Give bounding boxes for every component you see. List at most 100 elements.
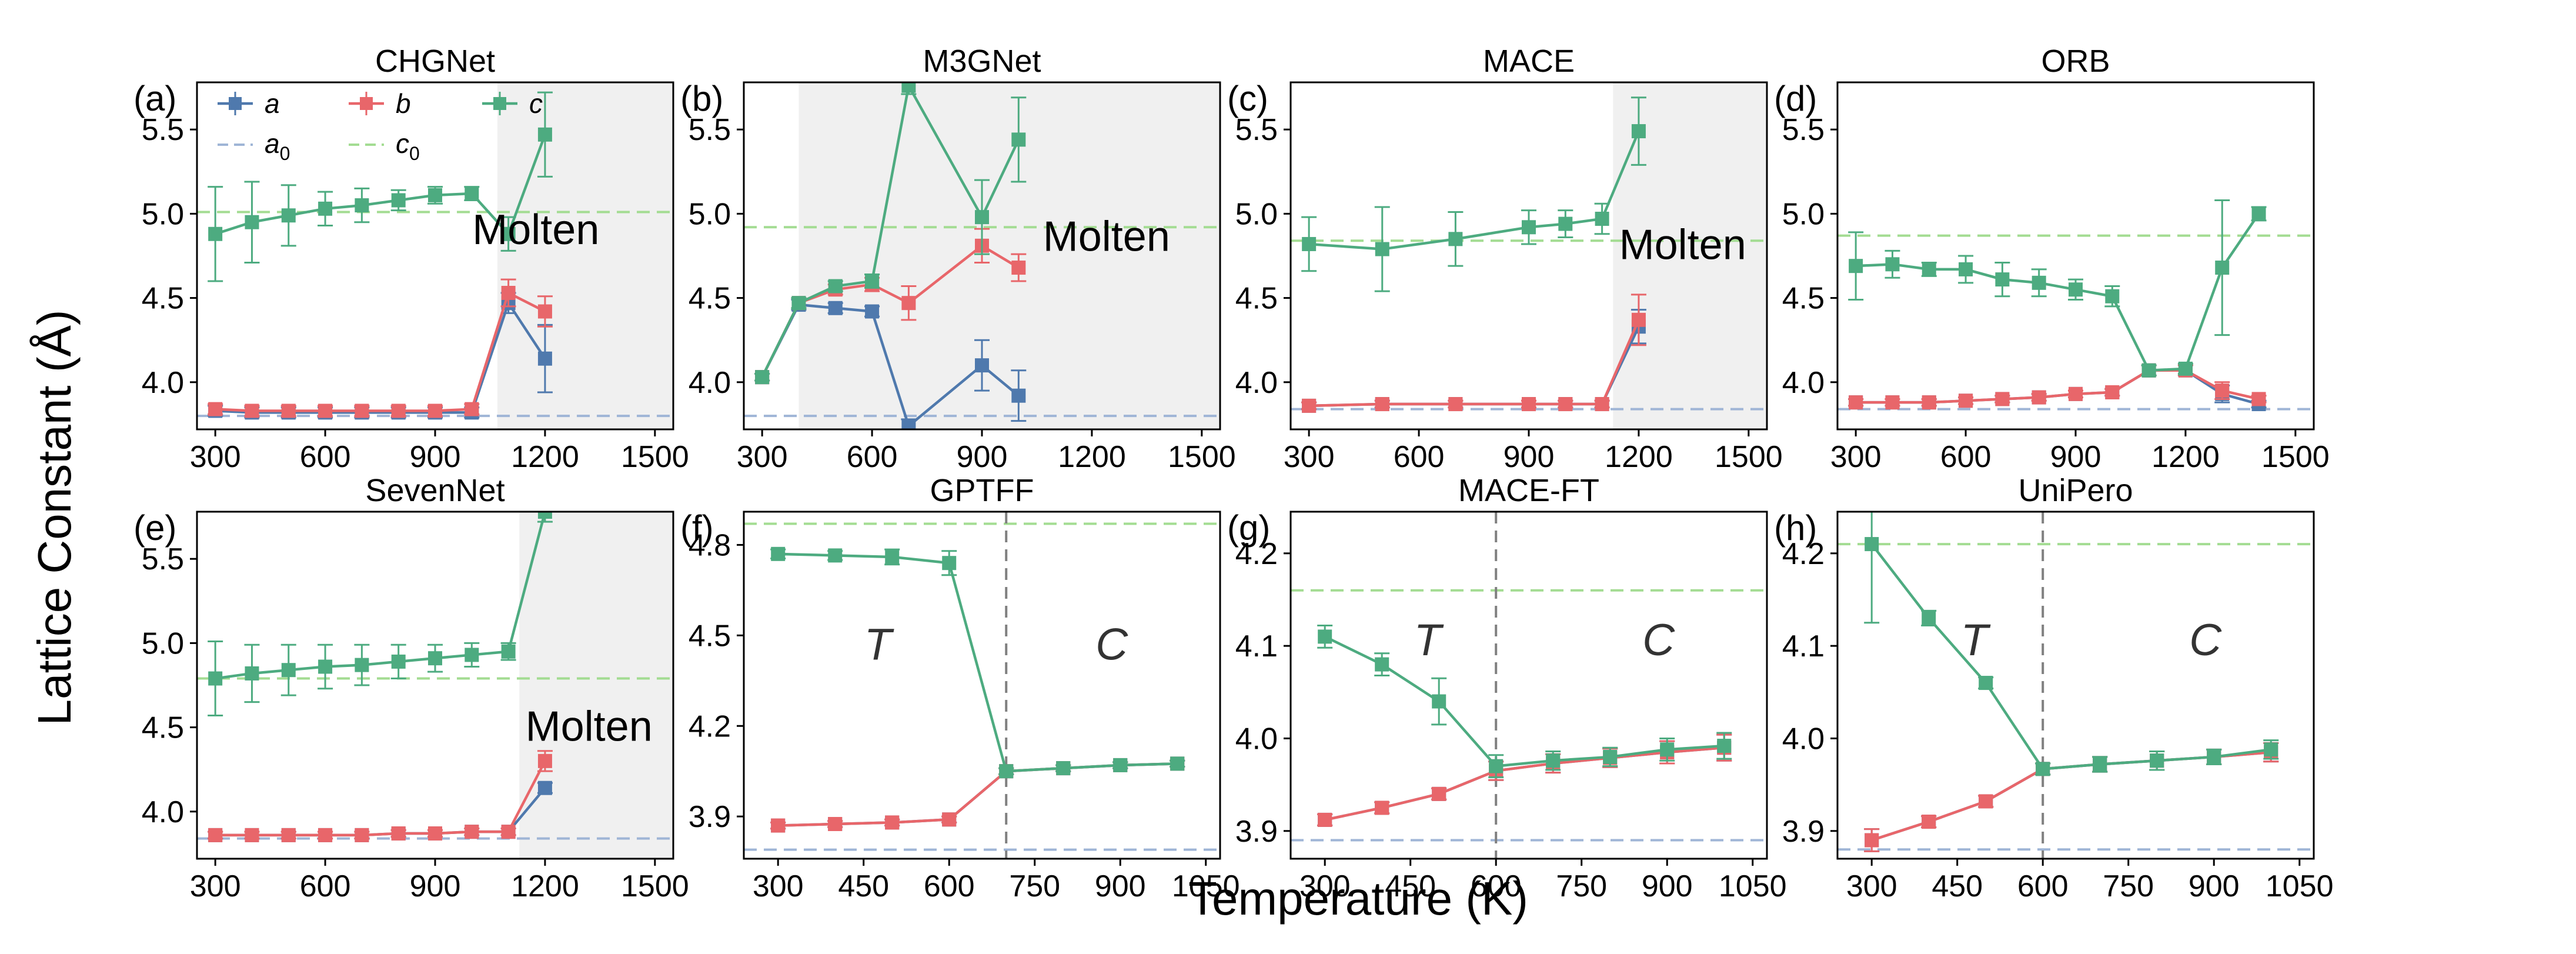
x-tick-label: 1200 (511, 440, 579, 474)
x-tick-label: 900 (1642, 869, 1693, 903)
plot-frame (1836, 511, 2315, 860)
molten-label: Molten (526, 703, 653, 750)
x-tick-label: 300 (737, 440, 788, 474)
panel-letter: (a) (133, 79, 176, 118)
data-point-b (465, 402, 479, 416)
data-point-c (1448, 232, 1463, 246)
plot-frame (1289, 511, 1768, 860)
data-point-c (828, 279, 843, 293)
data-point-c (2207, 749, 2221, 764)
series-group (208, 512, 553, 842)
data-point-c (391, 654, 406, 669)
data-point-b (942, 812, 957, 827)
data-point-c (1011, 132, 1026, 147)
x-tick-label: 450 (838, 869, 889, 903)
data-point-b (1011, 261, 1026, 275)
data-point-b (2032, 390, 2046, 405)
x-tick-label: 600 (300, 440, 351, 474)
panel-title: GPTFF (930, 473, 1034, 508)
data-point-b (828, 817, 843, 831)
x-tick-label: 600 (1940, 440, 1992, 474)
data-point-b (2215, 383, 2230, 398)
series-line-b (215, 291, 546, 412)
phase-label-tetragonal: T (1414, 615, 1444, 665)
y-tick-label: 5.0 (1782, 197, 1825, 231)
molten-label: Molten (1619, 222, 1746, 269)
y-tick-label: 4.0 (689, 366, 731, 400)
data-point-c (1595, 211, 1609, 226)
data-point-c (1717, 739, 1732, 753)
series-line-a (1309, 326, 1640, 408)
data-point-c (2141, 363, 2156, 378)
y-tick-label: 4.5 (142, 282, 184, 316)
data-point-b (1375, 397, 1389, 412)
x-tick-label: 300 (1846, 869, 1897, 903)
x-tick-label: 900 (1503, 440, 1555, 474)
y-tick-label: 5.5 (689, 113, 731, 147)
molten-label: Molten (1043, 213, 1170, 260)
series-line-b (1309, 319, 1640, 408)
legend: a b ca0 c0 (218, 88, 543, 164)
x-tick-label: 1200 (511, 869, 579, 903)
x-tick-label: 600 (1394, 440, 1445, 474)
data-point-b (391, 403, 406, 418)
data-point-b (1922, 395, 1936, 410)
series-group (208, 91, 553, 420)
y-tick-label: 4.0 (1235, 366, 1278, 400)
x-tick-label: 600 (847, 440, 898, 474)
data-point-b (1375, 800, 1389, 815)
y-tick-label: 5.5 (142, 113, 184, 147)
data-point-c (2069, 282, 2083, 297)
data-point-c (1849, 259, 1863, 273)
x-tick-label: 900 (1095, 869, 1146, 903)
data-point-b (281, 828, 296, 842)
x-tick-label: 750 (2103, 869, 2154, 903)
panel-orb: 300 600 900 1200 1500 4.0 4.5 5.0 5.5 ORB (d) (1774, 44, 2330, 474)
y-tick-label: 4.5 (1235, 282, 1278, 316)
panel-chgnet: Molten 300 600 900 1200 1500 4.0 4.5 5.0 5.5 CHGNe… (133, 44, 689, 474)
phase-label-cubic: C (1095, 619, 1128, 669)
data-point-c (1302, 236, 1317, 251)
data-point-a (901, 419, 916, 429)
x-tick-label: 1200 (1058, 440, 1126, 474)
data-point-b (355, 403, 369, 418)
y-tick-label: 5.0 (1235, 197, 1278, 231)
data-point-c (2215, 261, 2230, 275)
data-point-b (537, 753, 552, 768)
y-tick-label: 4.8 (689, 528, 731, 562)
x-tick-label: 1200 (2151, 440, 2220, 474)
legend-subscript: 0 (409, 143, 420, 164)
data-point-b (885, 815, 900, 830)
legend-symbol: a (265, 128, 280, 159)
data-point-c (1979, 676, 1993, 691)
y-tick-label: 4.0 (142, 366, 184, 400)
phase-label-cubic: C (2189, 615, 2222, 665)
legend-label-c0: c0 (396, 128, 420, 164)
y-tick-label: 4.2 (689, 709, 731, 743)
data-point-c (1865, 537, 1879, 552)
data-point-c (1603, 749, 1618, 764)
data-point-c (318, 659, 333, 674)
panel-unipero: T C 300 450 600 750 900 1050 3.9 4.0 4.1 4.2 UniPero… (1774, 473, 2334, 903)
data-point-c (1170, 756, 1185, 771)
data-point-b (901, 296, 916, 311)
y-tick-label: 4.0 (1235, 722, 1278, 756)
panel-letter: (g) (1227, 508, 1270, 548)
y-tick-label: 4.2 (1782, 537, 1825, 571)
x-tick-label: 1500 (2261, 440, 2330, 474)
y-tick-label: 4.5 (689, 619, 731, 653)
data-point-b (245, 828, 259, 842)
series-line-c (1870, 543, 2271, 770)
data-point-c (1375, 657, 1389, 672)
series-line-a (215, 300, 546, 414)
data-point-b (318, 828, 333, 842)
legend-label-a0: a0 (265, 128, 290, 164)
data-point-a (1011, 388, 1026, 403)
x-tick-label: 300 (1830, 440, 1882, 474)
data-point-b (1558, 397, 1573, 412)
y-tick-label: 5.0 (142, 197, 184, 231)
data-point-c (1959, 262, 1973, 276)
data-point-b (1959, 393, 1973, 408)
data-point-b (465, 825, 479, 839)
